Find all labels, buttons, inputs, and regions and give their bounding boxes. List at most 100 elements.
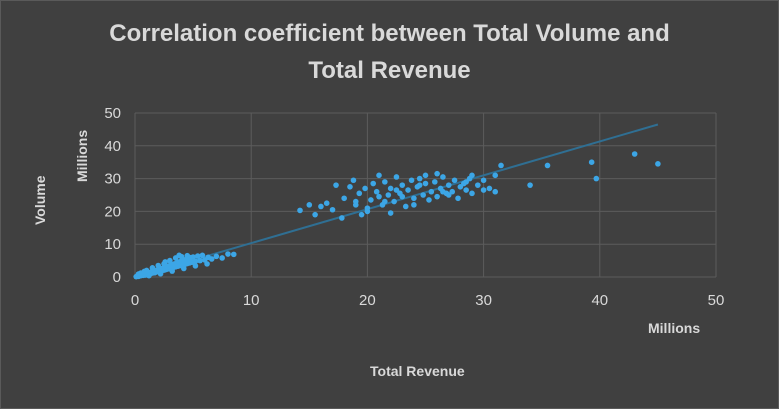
data-point	[469, 172, 475, 179]
y-tick-label: 40	[104, 138, 121, 155]
data-point	[480, 187, 487, 193]
chart-title-line-2: Total Revenue	[308, 57, 471, 84]
data-point	[356, 190, 363, 197]
data-point	[347, 184, 353, 190]
data-point	[204, 261, 210, 267]
data-point	[431, 179, 438, 185]
data-point	[199, 252, 206, 259]
data-point	[149, 265, 156, 271]
data-point	[393, 187, 400, 193]
data-point	[428, 188, 435, 195]
data-point	[457, 184, 464, 190]
data-point	[422, 172, 429, 179]
data-point	[405, 187, 411, 193]
x-axis-title: Total Revenue	[370, 363, 465, 379]
data-point	[469, 190, 475, 197]
data-point	[297, 207, 303, 214]
data-point	[157, 270, 164, 277]
y-tick-label: 10	[104, 236, 121, 253]
data-point	[329, 206, 336, 213]
data-point	[323, 200, 330, 206]
data-point	[416, 175, 423, 182]
data-point	[162, 259, 169, 265]
data-point	[192, 263, 199, 269]
data-point	[192, 258, 199, 265]
data-point	[631, 151, 638, 157]
data-point	[463, 187, 469, 193]
x-tick-label: 20	[359, 292, 376, 309]
data-point	[434, 170, 440, 177]
data-point	[411, 202, 417, 208]
y-tick-label: 50	[104, 105, 121, 122]
data-point	[213, 253, 220, 260]
data-point	[426, 197, 432, 203]
y-tick-label: 20	[104, 203, 121, 220]
data-point	[167, 257, 173, 264]
data-point	[385, 192, 392, 198]
data-point	[463, 179, 469, 185]
x-tick-label: 0	[131, 292, 139, 309]
data-point	[373, 188, 380, 195]
data-point	[376, 172, 382, 179]
data-point	[146, 272, 152, 279]
data-point	[382, 179, 388, 185]
data-point	[370, 180, 377, 187]
data-point	[197, 257, 203, 264]
data-point	[230, 251, 237, 258]
x-tick-label: 40	[591, 292, 608, 309]
data-point	[350, 177, 357, 184]
tick-labels: 0 10 20 30 40 50 0 10 20 30 40 50	[104, 105, 724, 309]
data-point	[333, 182, 339, 188]
y-tick-label: 0	[113, 269, 121, 286]
chart-title-line-1: Correlation coefficient between Total Vo…	[109, 20, 670, 47]
data-point	[445, 182, 452, 188]
data-point	[387, 185, 394, 192]
data-point	[411, 195, 417, 202]
data-point	[362, 185, 368, 192]
data-point	[376, 193, 382, 200]
y-tick-label: 30	[104, 171, 121, 188]
data-point	[184, 252, 191, 259]
data-point	[141, 268, 148, 275]
data-point	[451, 177, 458, 184]
data-point	[492, 188, 499, 195]
data-point	[655, 161, 661, 167]
data-point	[402, 203, 409, 210]
data-point	[339, 215, 345, 221]
data-point	[480, 177, 487, 184]
data-point	[544, 162, 551, 169]
data-point	[399, 193, 406, 200]
data-point	[341, 195, 347, 202]
data-point	[416, 182, 423, 188]
data-point	[455, 195, 461, 202]
data-point	[440, 188, 446, 195]
x-tick-label: 10	[243, 292, 260, 309]
data-points	[133, 151, 661, 280]
data-point	[498, 162, 504, 169]
data-point	[393, 174, 400, 180]
data-point	[176, 252, 182, 259]
x-units-label: Millions	[648, 320, 701, 336]
data-point	[593, 175, 600, 182]
data-point	[135, 271, 142, 277]
data-point	[194, 253, 201, 259]
gridlines	[134, 112, 717, 278]
data-point	[169, 268, 175, 274]
data-point	[208, 256, 215, 262]
data-point	[434, 193, 440, 200]
data-point	[408, 177, 415, 184]
data-point	[387, 210, 394, 216]
data-point	[190, 254, 196, 260]
data-point	[312, 211, 318, 218]
data-point	[420, 192, 426, 198]
x-tick-label: 50	[708, 292, 725, 309]
data-point	[364, 208, 371, 215]
x-tick-label: 30	[475, 292, 492, 309]
data-point	[486, 185, 493, 192]
data-point	[181, 265, 187, 272]
data-point	[352, 198, 359, 205]
data-point	[492, 172, 499, 179]
data-point	[382, 198, 388, 205]
